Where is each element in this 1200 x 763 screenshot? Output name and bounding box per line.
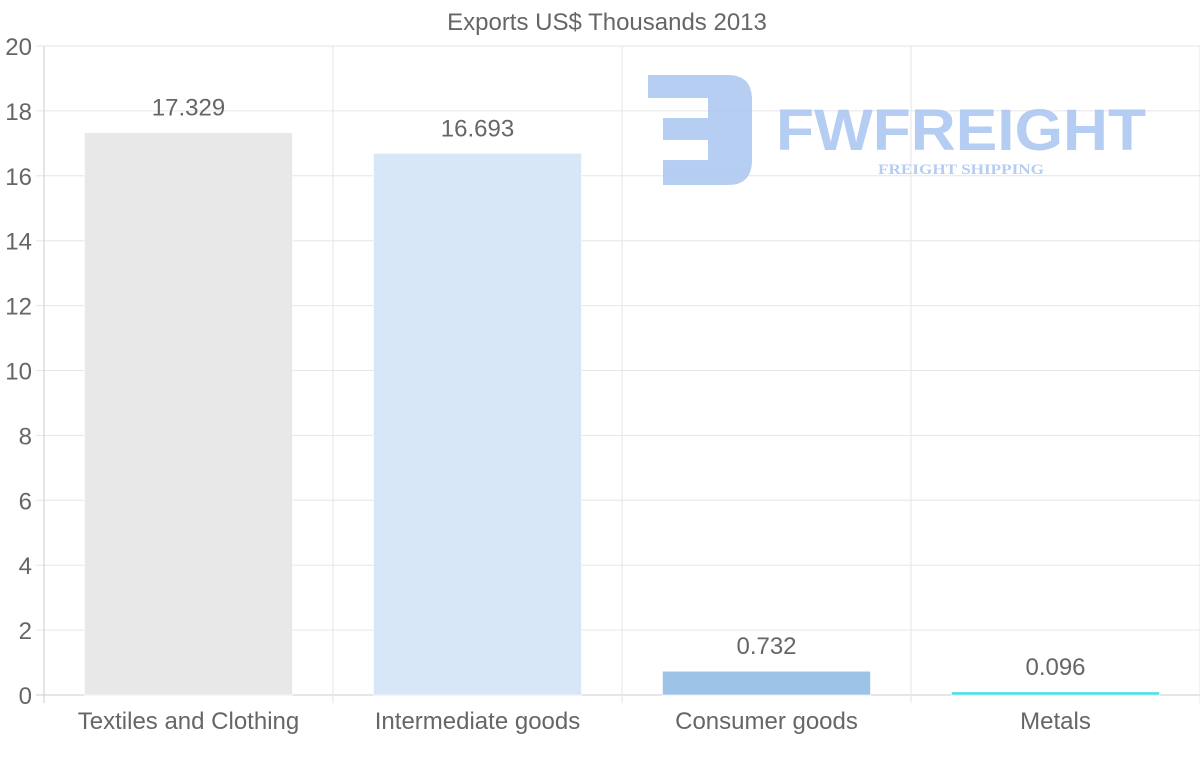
y-tick-label: 12: [5, 294, 32, 321]
bar-consumer-goods: [661, 670, 872, 696]
data-label: 0.732: [736, 633, 796, 660]
x-tick-label: Intermediate goods: [375, 708, 580, 735]
x-tick-label: Textiles and Clothing: [78, 708, 299, 735]
y-tick-label: 20: [5, 34, 32, 61]
y-tick-label: 2: [19, 618, 32, 645]
data-label: 0.096: [1025, 654, 1085, 681]
y-tick-label: 4: [19, 553, 32, 580]
watermark-tagline: FREIGHT SHIPPING: [878, 162, 1044, 178]
data-label: 16.693: [441, 115, 514, 142]
y-tick-label: 10: [5, 359, 32, 386]
y-tick-label: 6: [19, 488, 32, 515]
watermark-brand: FWFREIGHT: [776, 98, 1146, 163]
bar-intermediate-goods: [372, 152, 583, 696]
x-tick-label: Metals: [1020, 708, 1091, 735]
y-tick-label: 18: [5, 99, 32, 126]
x-tick-label: Consumer goods: [675, 708, 858, 735]
y-tick-label: 8: [19, 423, 32, 450]
fwfreight-watermark-logo: FWFREIGHT FREIGHT SHIPPING: [648, 75, 1146, 185]
logo-mark-icon: [648, 75, 752, 185]
bar-textiles-and-clothing: [83, 132, 294, 696]
y-tick-label: 16: [5, 164, 32, 191]
data-label: 17.329: [152, 95, 225, 122]
y-tick-label: 0: [19, 683, 32, 710]
chart-title: Exports US$ Thousands 2013: [447, 9, 767, 36]
y-tick-label: 14: [5, 229, 32, 256]
bar-metals: [950, 691, 1161, 696]
